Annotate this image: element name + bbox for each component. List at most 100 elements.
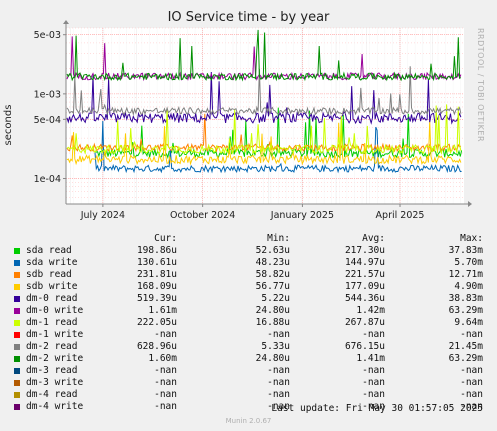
legend-cur-value: -nan (154, 365, 177, 376)
legend-swatch (14, 404, 20, 410)
legend-min-value: -nan (267, 389, 290, 400)
series-line-dm-1-read (66, 104, 462, 156)
legend-swatch (14, 272, 20, 278)
legend-row: sda write 130.61u 48.23u 144.97u 5.70m (0, 257, 497, 269)
legend-row: dm-0 write 1.61m 24.80u 1.42m 63.29m (0, 305, 497, 317)
legend-max-value: 5.70m (454, 257, 483, 268)
legend-header-min: Min: (267, 233, 290, 244)
legend-series-name: dm-3 read (26, 365, 78, 376)
legend-row: dm-1 write -nan -nan -nan -nan (0, 329, 497, 341)
legend-max-value: 9.64m (454, 317, 483, 328)
legend-max-value: 63.29m (448, 305, 483, 316)
legend-cur-value: 519.39u (136, 293, 177, 304)
legend-header: Cur: Min: Avg: Max: (0, 233, 497, 245)
legend-cur-value: -nan (154, 329, 177, 340)
legend-avg-value: -nan (362, 389, 385, 400)
legend-swatch (14, 320, 20, 326)
legend-min-value: -nan (267, 329, 290, 340)
legend-cur-value: 628.96u (136, 341, 177, 352)
legend-series-name: sda write (26, 257, 78, 268)
legend-min-value: -nan (267, 377, 290, 388)
legend-max-value: 38.83m (448, 293, 483, 304)
legend-row: dm-3 read -nan -nan -nan -nan (0, 365, 497, 377)
legend-row: dm-2 write 1.60m 24.80u 1.41m 63.29m (0, 353, 497, 365)
legend-min-value: -nan (267, 365, 290, 376)
y-tick-label: 1e-04 (34, 174, 61, 185)
series-line-sda-read (94, 107, 463, 160)
legend-series-name: sda read (26, 245, 72, 256)
chart-canvas: 5e-03 1e-03 5e-04 1e-04 July 2024 October 20… (34, 20, 472, 221)
legend-header-max: Max: (460, 233, 483, 244)
legend-row: sdb read 231.81u 58.82u 221.57u 12.71m (0, 269, 497, 281)
legend-series-name: dm-4 write (26, 401, 84, 412)
legend-swatch (14, 344, 20, 350)
last-update: Last update: Fri May 30 01:57:05 2025 (271, 403, 483, 414)
legend-cur-value: -nan (154, 401, 177, 412)
legend-min-value: 5.22u (261, 293, 290, 304)
legend-row: dm-4 write -nan -nan -nan -nan (0, 401, 497, 413)
legend-min-value: 16.88u (255, 317, 290, 328)
legend-swatch (14, 356, 20, 362)
legend-swatch (14, 284, 20, 290)
legend-cur-value: 1.61m (148, 305, 177, 316)
legend-series-name: dm-1 write (26, 329, 84, 340)
legend-series-name: dm-0 write (26, 305, 84, 316)
legend-swatch (14, 380, 20, 386)
legend-avg-value: 221.57u (344, 269, 385, 280)
series-line-dm-2-read (66, 66, 462, 117)
legend-avg-value: 1.42m (356, 305, 385, 316)
legend-row: sda read 198.86u 52.63u 217.30u 37.83m (0, 245, 497, 257)
y-ticks: 5e-03 1e-03 5e-04 1e-04 (34, 30, 61, 185)
legend-cur-value: 198.86u (136, 245, 177, 256)
legend-avg-value: 676.15u (344, 341, 385, 352)
legend-max-value: -nan (460, 365, 483, 376)
legend-avg-value: 1.41m (356, 353, 385, 364)
x-axis-arrow (468, 201, 472, 207)
legend-header-cur: Cur: (154, 233, 177, 244)
legend-avg-value: -nan (362, 401, 385, 412)
x-tick-label: October 2024 (170, 210, 235, 221)
rrdtool-credit: RRDTOOL / TOBI OETIKER (476, 28, 485, 143)
legend-series-name: dm-1 read (26, 317, 78, 328)
legend-cur-value: 1.60m (148, 353, 177, 364)
legend-max-value: -nan (460, 377, 483, 388)
y-tick-label: 1e-03 (34, 89, 61, 100)
y-tick-label: 5e-04 (34, 115, 61, 126)
legend-max-value: -nan (460, 401, 483, 412)
x-ticks: July 2024 October 2024 January 2025 April 2… (80, 210, 425, 221)
legend-avg-value: -nan (362, 329, 385, 340)
legend-series-name: dm-3 write (26, 377, 84, 388)
legend-min-value: 5.33u (261, 341, 290, 352)
legend-avg-value: 544.36u (344, 293, 385, 304)
legend-min-value: 48.23u (255, 257, 290, 268)
legend-series-name: dm-2 write (26, 353, 84, 364)
y-tick-label: 5e-03 (34, 30, 61, 41)
chart-title: IO Service time - by year (167, 10, 330, 25)
axes (63, 20, 472, 207)
series-line-sdb-write (66, 121, 462, 166)
legend-cur-value: 168.09u (136, 281, 177, 292)
legend-min-value: 56.77u (255, 281, 290, 292)
x-tick-label: January 2025 (270, 210, 334, 221)
legend-series-name: dm-2 read (26, 341, 78, 352)
legend-series-name: dm-0 read (26, 293, 78, 304)
legend-avg-value: -nan (362, 365, 385, 376)
legend-avg-value: 217.30u (344, 245, 385, 256)
legend-max-value: 37.83m (448, 245, 483, 256)
legend-series-name: sdb write (26, 281, 78, 292)
x-tick-label: July 2024 (80, 210, 125, 221)
legend-max-value: 12.71m (448, 269, 483, 280)
y-axis-arrow (63, 20, 69, 24)
legend-series-name: sdb read (26, 269, 72, 280)
legend-row: dm-2 read 628.96u 5.33u 676.15u 21.45m (0, 341, 497, 353)
legend-max-value: 63.29m (448, 353, 483, 364)
legend-row: dm-1 read 222.05u 16.88u 267.87u 9.64m (0, 317, 497, 329)
legend-row: sdb write 168.09u 56.77u 177.09u 4.90m (0, 281, 497, 293)
legend-max-value: 4.90m (454, 281, 483, 292)
legend-cur-value: -nan (154, 389, 177, 400)
legend-cur-value: 231.81u (136, 269, 177, 280)
legend-avg-value: 177.09u (344, 281, 385, 292)
series-line-dm-2-write (66, 29, 462, 82)
legend-swatch (14, 392, 20, 398)
legend-cur-value: 222.05u (136, 317, 177, 328)
